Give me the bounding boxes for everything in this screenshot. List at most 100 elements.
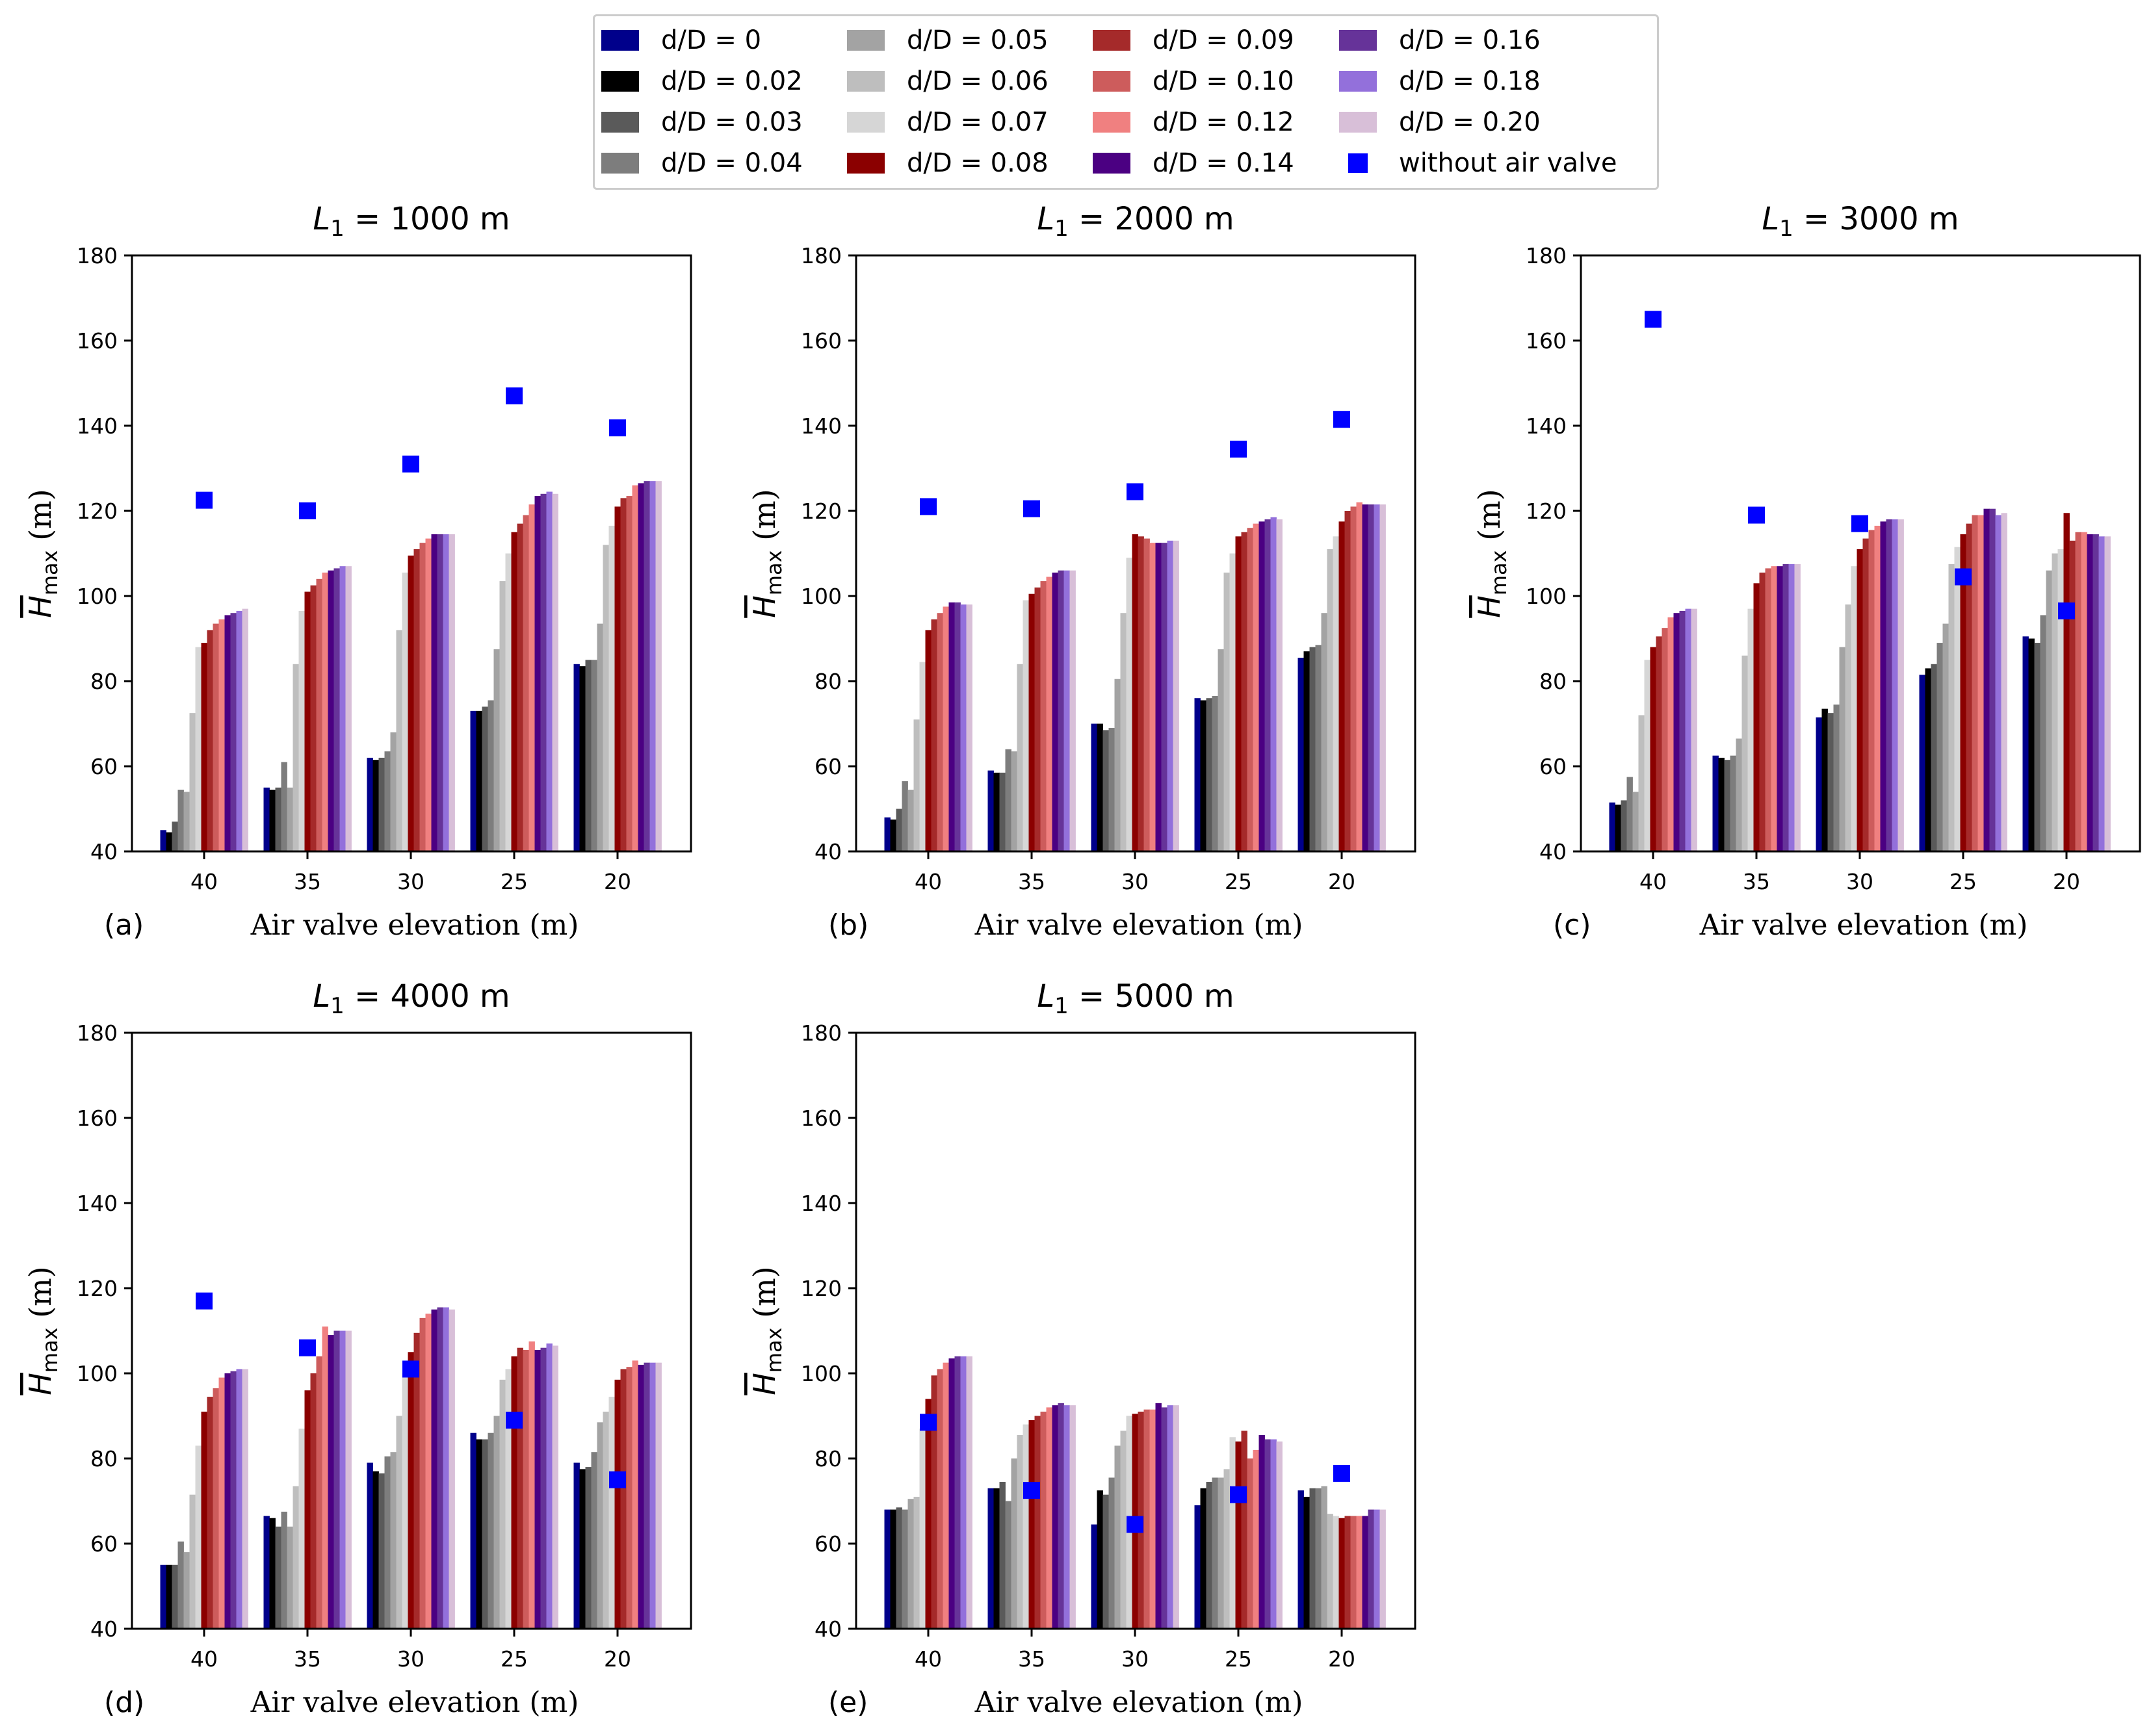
bar [1925, 668, 1931, 851]
bar [620, 1369, 627, 1629]
bar [1258, 1434, 1265, 1629]
bar [1247, 1458, 1253, 1629]
bar [207, 1397, 213, 1629]
legend-label: d/D = 0.03 [661, 107, 803, 137]
x-tick-label: 30 [1121, 869, 1149, 894]
bar [546, 491, 553, 851]
bar [304, 591, 311, 851]
chart-title: L1 = 3000 m [1762, 201, 1959, 242]
bar [1264, 1439, 1271, 1629]
bar [943, 1362, 949, 1629]
bar [931, 1375, 937, 1629]
bar [1011, 751, 1017, 851]
bar [1868, 530, 1875, 851]
y-tick-label: 180 [801, 1020, 842, 1046]
bar [644, 481, 650, 851]
bar [236, 1369, 242, 1629]
bar [626, 496, 632, 851]
without-air-valve-marker [506, 1412, 523, 1429]
bar [263, 787, 270, 851]
bar [230, 1371, 237, 1629]
bar [1034, 587, 1041, 851]
y-tick-label: 60 [90, 754, 118, 779]
bar [1155, 1403, 1162, 1629]
bar [1880, 521, 1886, 852]
x-axis-label: Air valve elevation (m) [250, 909, 579, 942]
bar [649, 481, 656, 851]
x-tick-label: 40 [190, 1646, 218, 1672]
bar [493, 1416, 500, 1629]
chart-title-variable: L [1037, 978, 1054, 1015]
bar [1948, 564, 1955, 852]
bar [1374, 504, 1380, 851]
without-air-valve-marker [1127, 483, 1143, 500]
bar [1691, 608, 1697, 851]
bar [2028, 638, 2035, 851]
bar [2098, 536, 2105, 851]
bar [275, 787, 281, 851]
bar [1149, 543, 1156, 852]
y-axis-label-symbol: H [747, 1373, 782, 1395]
bar [1120, 613, 1127, 851]
x-tick-label: 25 [1225, 869, 1252, 894]
bar [655, 481, 662, 851]
bar [1851, 566, 1857, 851]
bar [160, 830, 166, 851]
bar [269, 790, 276, 851]
bar [1108, 728, 1115, 851]
bar [1253, 523, 1259, 851]
bar [896, 1507, 902, 1629]
y-tick-label: 180 [77, 243, 118, 268]
chart-panel: 40 60 80 100 120 140 160 180 40 35 30 25 20 Air valve… [1472, 201, 2141, 942]
bar [345, 566, 352, 851]
y-tick-label: 120 [801, 499, 842, 524]
bar [419, 1317, 426, 1629]
y-tick-label: 140 [1526, 413, 1567, 439]
y-tick-label: 80 [90, 669, 118, 694]
legend-marker [1348, 153, 1368, 173]
without-air-valve-marker [920, 1414, 937, 1431]
bar [534, 496, 541, 851]
bar [1102, 1494, 1109, 1629]
bar [1091, 723, 1097, 851]
without-air-valve-marker [1851, 515, 1868, 532]
bar [437, 1307, 443, 1629]
bar [579, 1469, 586, 1629]
legend-swatch [847, 112, 885, 133]
bar [328, 1335, 334, 1629]
bar [316, 578, 322, 851]
bar [591, 660, 597, 851]
bar [470, 1432, 476, 1629]
y-tick-label: 80 [815, 1446, 842, 1471]
bar [1046, 1407, 1052, 1629]
bar [339, 1330, 346, 1629]
bar [2046, 570, 2052, 851]
without-air-valve-marker [920, 498, 937, 515]
bar [1874, 525, 1881, 851]
chart-title-subscript: 1 [330, 993, 345, 1019]
bar [333, 1330, 340, 1629]
x-axis-label: Air valve elevation (m) [1699, 909, 2028, 942]
bar [1200, 700, 1206, 851]
bar [1753, 583, 1760, 851]
y-axis-label-subscript: max [38, 550, 62, 595]
chart-panel: 40 60 80 100 120 140 160 180 40 35 30 25 20 Air valve… [747, 201, 1416, 942]
bar [1114, 679, 1121, 851]
legend-label: d/D = 0.18 [1399, 66, 1541, 96]
bar [1258, 521, 1265, 852]
bar [207, 630, 213, 851]
y-tick-label: 80 [815, 669, 842, 694]
bar [597, 1422, 603, 1629]
bar [419, 543, 426, 852]
bar [1264, 519, 1271, 851]
bar [528, 504, 535, 851]
bar [183, 1552, 190, 1629]
bar [1063, 570, 1070, 851]
y-axis-label-unit: (m) [747, 489, 782, 550]
bar [425, 1314, 432, 1629]
bar [378, 757, 385, 851]
x-tick-label: 30 [1846, 869, 1873, 894]
y-axis-label-symbol: H [747, 595, 782, 618]
legend-item: d/D = 0 [601, 21, 761, 59]
bar [1747, 608, 1754, 851]
